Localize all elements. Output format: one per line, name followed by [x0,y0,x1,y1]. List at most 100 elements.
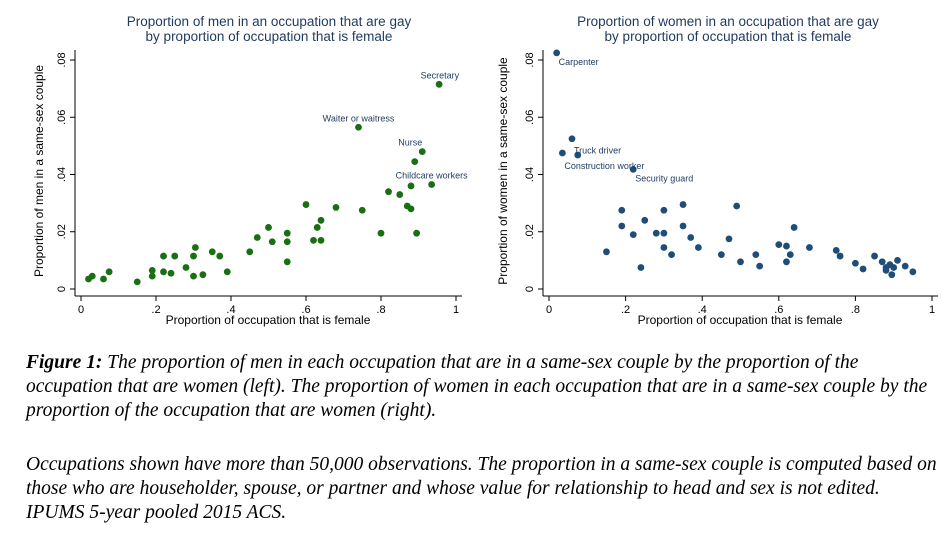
chart-1-data-point [191,244,199,251]
chart-2-data-point [783,242,790,250]
chart-2-point-annotation: Truck driver [574,146,621,156]
chart-1-y-tick-label: .08 [56,52,68,67]
chart-1-data-point [358,206,366,214]
chart-2-point-annotation: Security guard [635,173,693,183]
chart-1-data-point [148,266,156,274]
chart-1-data-point [428,181,436,188]
chart-2-data-point [694,244,702,251]
chart-2-data-point [806,244,813,251]
chart-2-x-tick-label: .2 [621,304,630,316]
chart-2-data-point [888,271,896,279]
chart-2-data-point [836,252,844,260]
chart-1-data-point [160,252,167,260]
chart-2-data-point [878,258,886,266]
chart-2-data-point [660,244,668,251]
chart-1-data-point [407,182,415,190]
chart-2-data-point [660,229,668,237]
chart-1-y-tick-label: .06 [56,110,68,125]
chart-1-data-point [100,275,107,283]
chart-2-data-point [832,246,840,254]
chart-2-data-point [717,251,725,259]
chart-1-point-annotation: Secretary [421,70,460,80]
chart-2-x-tick-label: .6 [774,304,783,316]
chart-2-data-point [679,201,687,208]
chart-1-data-point [317,236,325,244]
figure-caption-text: The proportion of men in each occupation… [26,352,928,421]
chart-2-data-point [660,206,668,214]
chart-2-data-point [775,241,783,249]
chart-1-data-point [105,268,113,276]
chart-1-data-point [313,224,321,231]
chart-1-data-point [216,252,224,260]
chart-2-y-tick-label: .06 [524,110,536,125]
chart-1-data-point [377,229,385,237]
chart-2-data-point [752,251,760,259]
chart-1-data-point [283,258,291,266]
chart-2-data-point [790,224,798,231]
charts-figure: Proportion of men in an occupation that … [32,14,938,327]
chart-1-data-point [190,252,197,260]
chart-1-data-point [310,236,317,244]
chart-2-data-point [641,216,649,224]
chart-2-data-point [733,202,741,210]
chart-1-data-point [246,248,254,256]
chart-1-point-annotation: Childcare workers [396,171,469,181]
chart-2-y-tick-label: .02 [524,224,536,239]
chart-2-point-annotation: Carpenter [559,57,599,67]
chart-2-data-point [568,135,576,143]
chart-1-y-tick-label: 0 [56,286,68,292]
chart-2-y-tick-label: .04 [524,167,536,182]
chart-2-x-tick-label: .8 [851,304,860,316]
chart-2-data-point [756,262,764,270]
chart-2-data-point [553,49,561,57]
chart-2-data-point [668,251,675,259]
chart-2-data-point [725,235,733,243]
chart-1-data-point [396,191,404,198]
chart-1-x-tick-label: 1 [453,304,459,316]
chart-2-data-point [618,206,626,214]
chart-1-y-tick-label: .02 [56,224,68,239]
chart-1-data-point [223,268,231,276]
chart-2-data-point [871,252,878,260]
chart-1-x-axis-label: Proportion of occupation that is female [166,313,371,327]
chart-2-data-point [637,264,645,271]
chart-2-y-axis-label: Proportion of women in a same-sex couple [496,57,510,285]
chart-1-point-annotation: Nurse [398,138,422,148]
chart-1-data-point [413,229,421,237]
chart-1-data-point [265,224,272,231]
chart-1-data-point [332,204,340,211]
chart-2-data-point [618,222,626,230]
figure-note: Occupations shown have more than 50,000 … [26,454,937,523]
chart-1-data-point [199,271,207,279]
chart-2-data-point [852,259,859,267]
chart-1-title: Proportion of men in an occupation that … [127,14,412,29]
chart-1-subtitle: by proportion of occupation that is fema… [146,29,393,44]
chart-2-data-point [737,258,744,266]
chart-2-data-point [629,231,637,239]
chart-1-data-point [385,188,392,196]
chart-1-data-point [171,252,179,260]
chart-1-y-tick-label: .04 [56,167,68,182]
chart-2-data-point [652,229,660,237]
chart-1-y-axis-label: Proportion of men in a same-sex couple [32,65,46,277]
figure-caption: Figure 1: The proportion of men in each … [26,351,941,423]
chart-2-title: Proportion of women in an occupation tha… [577,14,879,29]
chart-2-data-point [603,248,610,256]
chart-1-data-point [302,201,310,208]
chart-2-y-tick-label: .08 [524,52,536,67]
chart-1-data-point [133,278,141,286]
chart-2-x-axis-label: Proportion of occupation that is female [638,313,843,327]
chart-2-y-tick-label: 0 [524,286,536,292]
chart-1-data-point [283,238,291,246]
chart-2-data-point [687,234,695,241]
chart-1-data-point [435,80,443,88]
chart-1-x-tick-label: .8 [376,304,385,316]
chart-1-point-annotation: Waiter or waitress [323,113,395,123]
chart-2-data-point [859,265,867,273]
chart-1-data-point [208,248,216,256]
chart-2-data-point [679,222,687,230]
chart-1-data-point [167,269,175,277]
chart-2-data-point [786,251,794,259]
chart-2-data-point [901,262,909,270]
chart-2-data-point [890,264,898,271]
